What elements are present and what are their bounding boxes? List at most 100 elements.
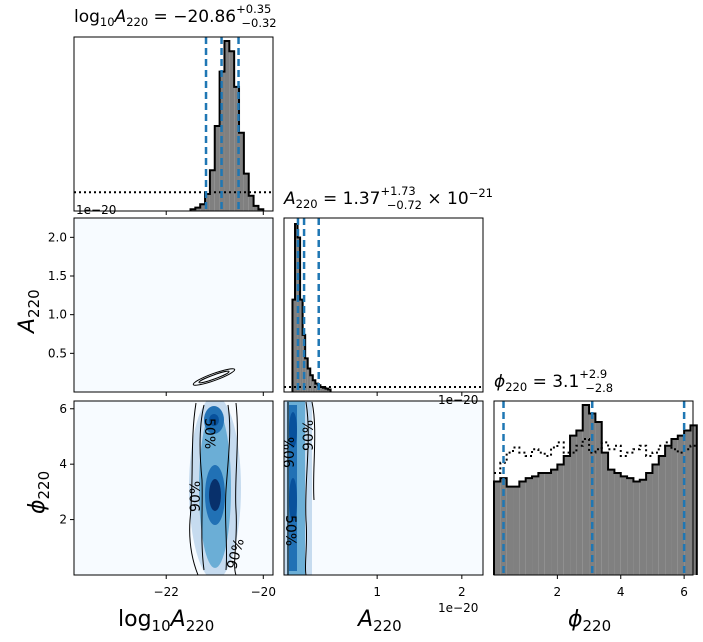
contour-label-50-mid: 50% [282,515,298,546]
hist-bar [305,358,308,392]
y-tick-label: 2.0 [48,230,67,244]
contour-label-90-left-a: 90% [188,481,204,512]
hist-bar [601,452,609,575]
hist-bar [551,469,558,575]
hist-bar [570,435,577,575]
hist-bar [315,383,318,392]
hist-bar [639,479,647,575]
frame-log10a220-vs-phi220 [73,400,274,576]
hist-bar [671,439,678,575]
hist-bar [633,481,640,575]
offset-text-mid: 1e−20 [438,393,478,407]
panel-a220-vs-phi220 [284,401,483,575]
hist-bar [224,41,230,211]
hist-bar [214,126,220,211]
x-tick-label: 2 [458,585,466,599]
xlabel-phi220: ϕ220 [568,607,611,635]
hist-bar [307,368,311,392]
hist-bar [665,445,672,575]
xlabel-log10a220: log10A220 [118,607,214,635]
hist-bar [325,388,329,392]
hist-bar [253,205,259,211]
hist-bar [506,486,514,575]
hist-outline [189,40,265,211]
hist-bar [582,405,590,575]
hist-bar [538,473,545,575]
hist-bar [494,481,501,575]
title-phi220: ϕ220 = 3.1+2.9 −2.8 [494,367,613,395]
density-log10a220-vs-phi220 [189,401,241,575]
hist-bar [248,195,254,211]
contour-label-90-left-b: 90% [224,537,248,571]
hist-bar [292,299,296,392]
hist-bar [544,473,552,575]
hist-bar [519,481,526,575]
contour-label-90-mid-a: 90% [301,420,317,451]
contour-label-50-left: 50% [201,418,217,449]
offset-text-top: 1e−20 [76,203,116,217]
hist-bar [322,387,326,392]
hist-bar [532,476,539,575]
y-tick-label: 1.0 [48,308,67,322]
contour-label-90-mid-b: 90% [282,437,298,468]
density-log10a220-vs-a220 [192,368,236,386]
hist-bar [563,456,571,575]
hist-bar [557,464,564,575]
histogram-layer [74,37,698,575]
y-tick-label: 1.5 [48,269,67,283]
frame-a220-marginal [283,217,484,393]
hist-bar [195,207,201,211]
frame-log10a220-vs-a220 [73,217,274,393]
title-a220: A220 = 1.37+1.73 −0.72 × 10−21 [283,184,493,212]
hist-bar [200,204,206,211]
y-tick-label: 4 [59,457,67,471]
title-log10a220: log10A220 = −20.86+0.35 −0.32 [74,2,277,30]
frame-log10a220-marginal [73,36,274,212]
y-tick-label: 6 [59,402,67,416]
hist-bar [677,435,685,575]
hist-bar [300,299,303,392]
x-tick-label: 4 [617,585,625,599]
hist-bar [620,476,628,575]
hist-bar [576,430,583,575]
frame-phi220-marginal [493,400,694,576]
hist-bar [205,194,210,211]
density-a220-vs-phi220 [284,401,316,575]
x-tick-label: −20 [251,585,276,599]
hist-bar [295,224,298,392]
hist-bar [627,478,634,575]
x-tick-label: 6 [680,585,688,599]
hist-bar [658,456,666,575]
frame-a220-vs-phi220 [283,400,484,576]
hist-bar [614,473,621,575]
y-tick-label: 0.5 [48,346,67,360]
tick-layer: −22 −20 1 2 2 4 6 0.5 1.0 1.5 2.0 2 4 6 [48,211,688,599]
panel-a220-marginal [284,218,483,392]
xlabel-a220: A220 [356,607,402,635]
hist-bar [652,464,659,575]
offset-text-bottom: 1e−20 [438,601,478,615]
hist-bar [513,486,520,575]
hist-bar [229,51,235,212]
hist-bar [595,422,602,575]
hist-bar [328,389,331,392]
hist-bar [310,375,313,392]
x-tick-label: 1 [373,585,381,599]
hist-outline [493,404,698,575]
hist-bar [320,386,323,392]
hist-bar [297,237,301,392]
hist-bar [525,478,533,575]
y-tick-label: 2 [59,513,67,527]
x-tick-label: 2 [554,585,562,599]
ylabel-phi220: ϕ220 [25,471,53,514]
panel-log10a220-vs-a220 [74,218,273,392]
hist-bar [234,86,240,211]
x-tick-label: −22 [154,585,179,599]
hist-bar [209,170,215,211]
hist-bar [243,173,249,211]
hist-bar [608,469,615,575]
hist-bar [239,132,244,211]
ylabel-a220: A220 [15,289,43,335]
hist-bar [684,430,691,575]
hist-bar [646,473,653,575]
